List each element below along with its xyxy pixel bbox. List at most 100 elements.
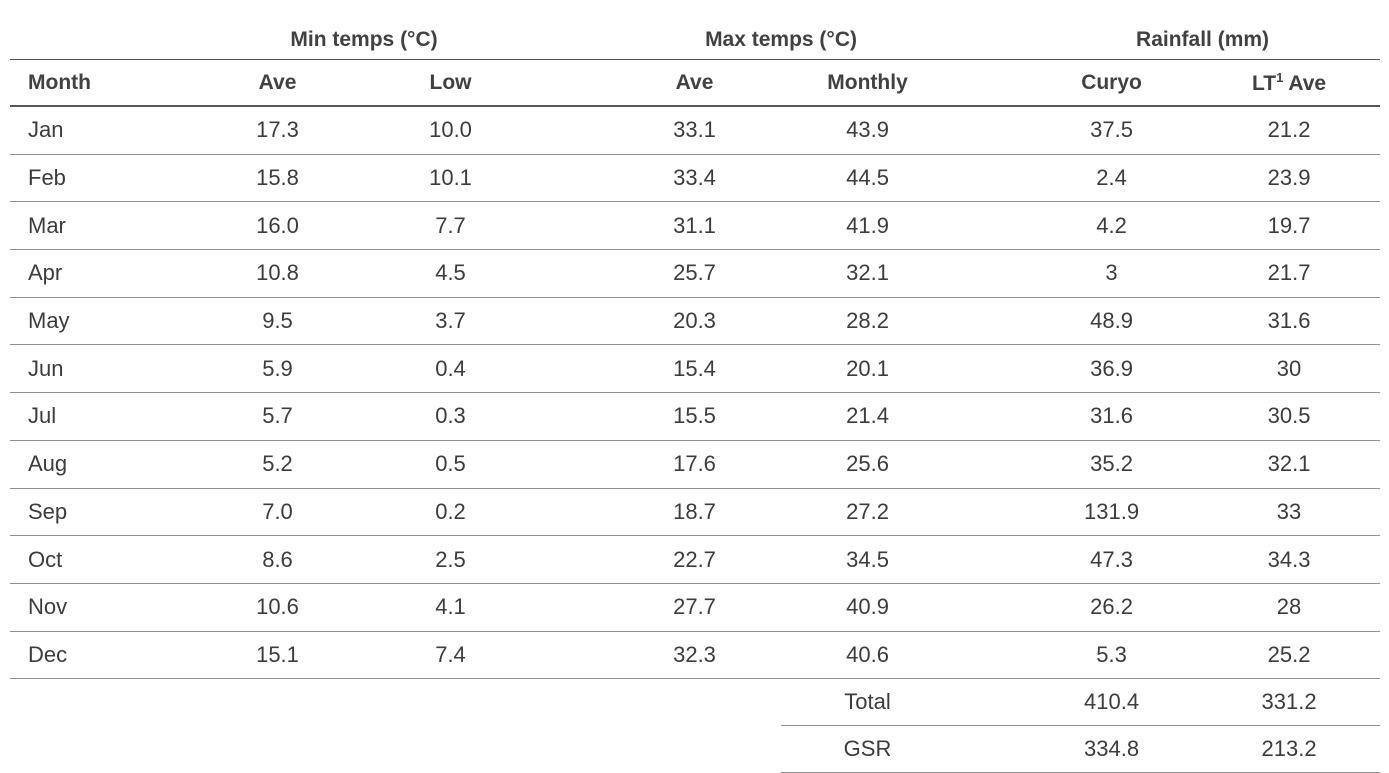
cell-spacer (537, 154, 609, 203)
cell-max-ave: 15.5 (608, 392, 782, 441)
summary-label-total: Total (781, 678, 955, 727)
cell-min-ave: 17.3 (191, 106, 364, 155)
group-header-rainfall: Rainfall (mm) (1025, 0, 1381, 60)
table-row-feb: Feb 15.8 10.1 33.4 44.5 2.4 23.9 (10, 154, 1381, 203)
group-header-min-temps: Min temps (°C) (191, 0, 538, 60)
cell-spacer (954, 106, 1026, 155)
cell-spacer (537, 583, 609, 632)
cell-min-low: 7.4 (364, 631, 538, 680)
cell-spacer (537, 344, 609, 394)
cell-rain-curyo: 35.2 (1025, 440, 1199, 489)
cell-spacer (537, 488, 609, 537)
lt-ave-footnote-marker: 1 (1276, 69, 1284, 85)
table-row-mar: Mar 16.0 7.7 31.1 41.9 4.2 19.7 (10, 201, 1381, 251)
summary-row-total: Total 410.4 331.2 (10, 678, 1381, 727)
cell-max-monthly: 20.1 (781, 344, 955, 394)
cell-spacer (537, 201, 609, 251)
column-header-rain-lt-ave: LT1 Ave (1198, 59, 1381, 107)
cell-max-monthly: 32.1 (781, 249, 955, 298)
cell-rain-curyo: 26.2 (1025, 583, 1199, 632)
cell-min-ave: 15.8 (191, 154, 364, 203)
column-header-spacer (954, 59, 1026, 107)
cell-min-ave: 5.9 (191, 344, 364, 394)
cell-rain-curyo: 3 (1025, 249, 1199, 298)
table-row-nov: Nov 10.6 4.1 27.7 40.9 26.2 28 (10, 583, 1381, 632)
cell-month: Jun (10, 344, 191, 394)
cell-rain-curyo: 37.5 (1025, 106, 1199, 155)
cell-max-monthly: 41.9 (781, 201, 955, 251)
summary-row-gsr: GSR 334.8 213.2 (10, 725, 1381, 773)
cell-spacer (954, 488, 1026, 537)
cell-max-ave: 31.1 (608, 201, 782, 251)
cell-spacer (954, 440, 1026, 489)
cell-min-ave: 8.6 (191, 535, 364, 584)
cell-rain-curyo: 48.9 (1025, 297, 1199, 346)
cell-min-low: 0.2 (364, 488, 538, 537)
cell-min-ave: 15.1 (191, 631, 364, 680)
summary-spacer (954, 678, 1026, 727)
cell-spacer (954, 344, 1026, 394)
cell-max-ave: 25.7 (608, 249, 782, 298)
summary-label-gsr: GSR (781, 725, 955, 773)
summary-total-curyo: 410.4 (1025, 678, 1199, 727)
cell-spacer (537, 535, 609, 584)
group-header-row: Min temps (°C) Max temps (°C) Rainfall (… (10, 0, 1381, 60)
cell-spacer (954, 535, 1026, 584)
table-row-dec: Dec 15.1 7.4 32.3 40.6 5.3 25.2 (10, 631, 1381, 680)
cell-rain-lt-ave: 31.6 (1198, 297, 1381, 346)
table-row-sep: Sep 7.0 0.2 18.7 27.2 131.9 33 (10, 488, 1381, 537)
cell-spacer (537, 297, 609, 346)
cell-rain-curyo: 47.3 (1025, 535, 1199, 584)
cell-max-monthly: 27.2 (781, 488, 955, 537)
cell-spacer (954, 392, 1026, 441)
cell-spacer (954, 297, 1026, 346)
cell-rain-curyo: 2.4 (1025, 154, 1199, 203)
cell-spacer (537, 106, 609, 155)
cell-min-ave: 10.8 (191, 249, 364, 298)
cell-rain-curyo: 31.6 (1025, 392, 1199, 441)
cell-max-ave: 15.4 (608, 344, 782, 394)
cell-max-monthly: 44.5 (781, 154, 955, 203)
cell-max-monthly: 43.9 (781, 106, 955, 155)
cell-month: Feb (10, 154, 191, 203)
group-header-max-temps: Max temps (°C) (608, 0, 955, 60)
cell-max-monthly: 21.4 (781, 392, 955, 441)
summary-gsr-curyo: 334.8 (1025, 725, 1199, 773)
column-header-max-monthly: Monthly (781, 59, 955, 107)
cell-max-ave: 18.7 (608, 488, 782, 537)
cell-min-ave: 5.7 (191, 392, 364, 441)
group-header-spacer (954, 0, 1026, 60)
cell-rain-lt-ave: 28 (1198, 583, 1381, 632)
cell-min-ave: 9.5 (191, 297, 364, 346)
summary-total-lt-ave: 331.2 (1198, 678, 1381, 727)
cell-rain-lt-ave: 33 (1198, 488, 1381, 537)
cell-max-monthly: 28.2 (781, 297, 955, 346)
cell-min-low: 2.5 (364, 535, 538, 584)
group-header-spacer (537, 0, 609, 60)
summary-blank (10, 679, 781, 726)
cell-rain-lt-ave: 30.5 (1198, 392, 1381, 441)
table-row-apr: Apr 10.8 4.5 25.7 32.1 3 21.7 (10, 249, 1381, 298)
summary-gsr-lt-ave: 213.2 (1198, 725, 1381, 773)
cell-max-monthly: 40.6 (781, 631, 955, 680)
cell-max-ave: 27.7 (608, 583, 782, 632)
cell-spacer (954, 154, 1026, 203)
cell-min-ave: 10.6 (191, 583, 364, 632)
cell-spacer (537, 631, 609, 680)
cell-max-ave: 17.6 (608, 440, 782, 489)
summary-blank (10, 726, 781, 773)
cell-rain-lt-ave: 21.7 (1198, 249, 1381, 298)
table-row-jul: Jul 5.7 0.3 15.5 21.4 31.6 30.5 (10, 392, 1381, 441)
cell-month: May (10, 297, 191, 346)
cell-max-ave: 32.3 (608, 631, 782, 680)
cell-min-low: 4.1 (364, 583, 538, 632)
column-header-min-low: Low (364, 59, 538, 107)
cell-rain-lt-ave: 19.7 (1198, 201, 1381, 251)
column-header-min-ave: Ave (191, 59, 364, 107)
column-header-month: Month (10, 59, 191, 107)
cell-spacer (954, 583, 1026, 632)
cell-min-low: 3.7 (364, 297, 538, 346)
cell-month: Dec (10, 631, 191, 680)
cell-month: Aug (10, 440, 191, 489)
table-row-oct: Oct 8.6 2.5 22.7 34.5 47.3 34.3 (10, 535, 1381, 584)
